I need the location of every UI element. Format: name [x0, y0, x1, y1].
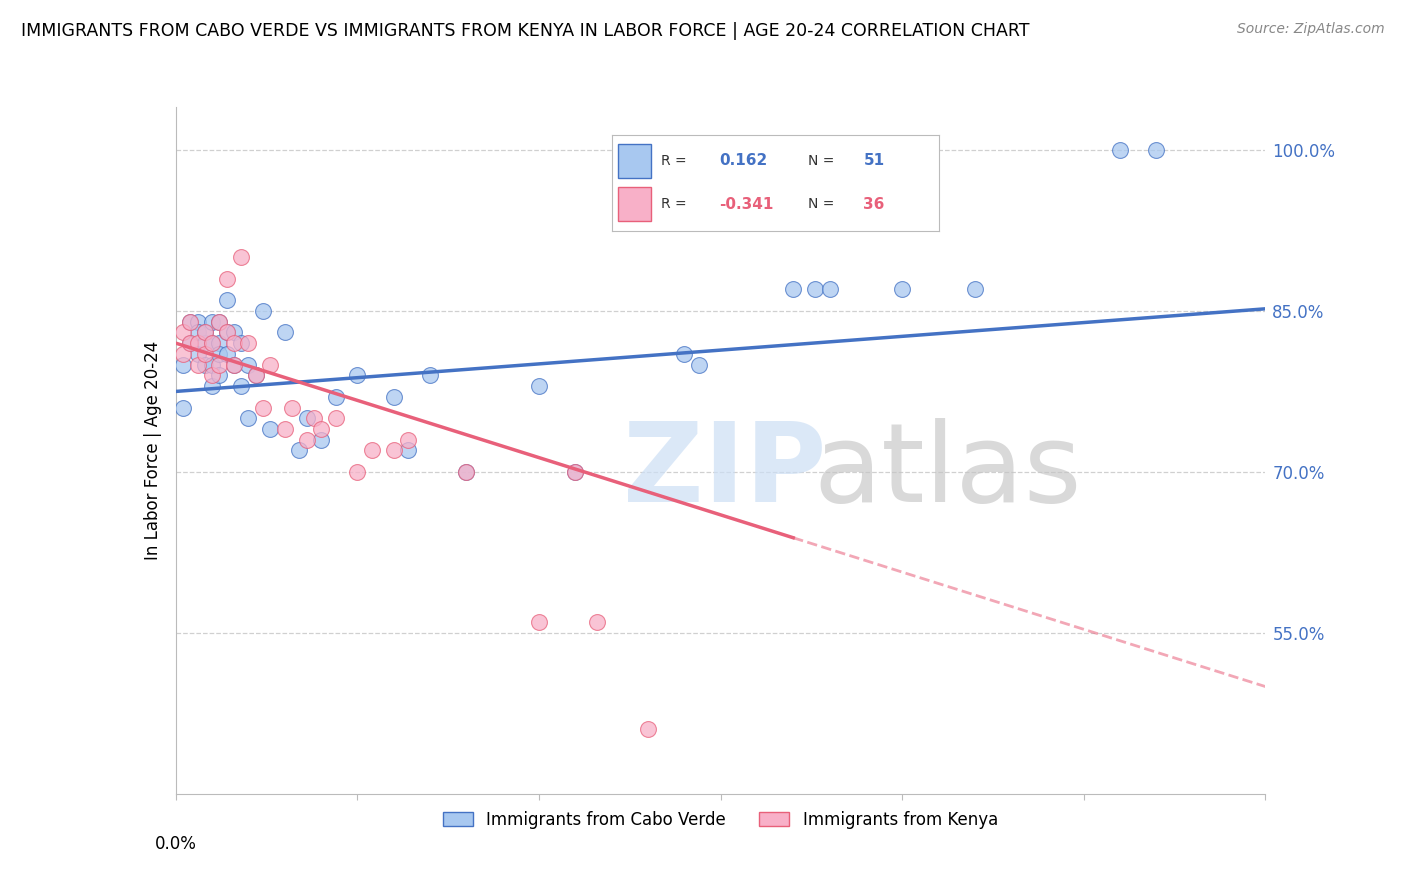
Point	[281, 401, 304, 415]
Point	[527, 615, 550, 630]
Point	[245, 368, 267, 383]
Point	[259, 358, 281, 372]
Point	[194, 336, 217, 351]
Point	[804, 283, 827, 297]
Point	[222, 358, 245, 372]
Point	[186, 336, 209, 351]
Point	[382, 390, 405, 404]
Point	[201, 336, 224, 351]
Text: Source: ZipAtlas.com: Source: ZipAtlas.com	[1237, 22, 1385, 37]
Point	[201, 358, 224, 372]
Point	[215, 271, 238, 285]
Point	[419, 368, 441, 383]
Point	[208, 368, 231, 383]
Point	[586, 615, 609, 630]
Point	[208, 358, 231, 372]
Point	[179, 315, 201, 329]
Point	[963, 283, 986, 297]
Point	[194, 326, 217, 340]
Point	[396, 433, 419, 447]
Point	[179, 315, 201, 329]
Point	[208, 347, 231, 361]
Point	[201, 336, 224, 351]
Point	[179, 336, 201, 351]
Point	[288, 443, 311, 458]
Point	[564, 465, 586, 479]
Point	[194, 347, 217, 361]
Point	[274, 326, 297, 340]
Point	[688, 358, 710, 372]
Point	[215, 347, 238, 361]
Point	[222, 358, 245, 372]
Point	[252, 401, 274, 415]
Point	[201, 315, 224, 329]
Legend: Immigrants from Cabo Verde, Immigrants from Kenya: Immigrants from Cabo Verde, Immigrants f…	[434, 803, 1007, 837]
Point	[252, 304, 274, 318]
Point	[818, 283, 841, 297]
Point	[172, 358, 194, 372]
Point	[295, 411, 318, 425]
Point	[208, 315, 231, 329]
Text: atlas: atlas	[813, 417, 1081, 524]
Point	[396, 443, 419, 458]
Point	[302, 411, 325, 425]
Point	[231, 379, 253, 393]
Point	[231, 250, 253, 264]
Point	[172, 326, 194, 340]
Point	[186, 347, 209, 361]
Point	[1146, 143, 1168, 157]
Point	[238, 358, 260, 372]
Point	[208, 336, 231, 351]
Point	[208, 315, 231, 329]
Point	[231, 336, 253, 351]
Point	[194, 326, 217, 340]
Point	[222, 326, 245, 340]
Point	[194, 358, 217, 372]
Text: IMMIGRANTS FROM CABO VERDE VS IMMIGRANTS FROM KENYA IN LABOR FORCE | AGE 20-24 C: IMMIGRANTS FROM CABO VERDE VS IMMIGRANTS…	[21, 22, 1029, 40]
Point	[274, 422, 297, 436]
Point	[673, 347, 696, 361]
Point	[309, 433, 332, 447]
Point	[238, 336, 260, 351]
Point	[186, 326, 209, 340]
Point	[456, 465, 478, 479]
Point	[201, 368, 224, 383]
Point	[346, 465, 368, 479]
Point	[172, 347, 194, 361]
Point	[215, 326, 238, 340]
Point	[179, 336, 201, 351]
Y-axis label: In Labor Force | Age 20-24: In Labor Force | Age 20-24	[143, 341, 162, 560]
Point	[259, 422, 281, 436]
Point	[564, 465, 586, 479]
Point	[201, 379, 224, 393]
Text: ZIP: ZIP	[623, 417, 825, 524]
Point	[782, 283, 804, 297]
Point	[215, 293, 238, 308]
Point	[186, 358, 209, 372]
Point	[309, 422, 332, 436]
Point	[238, 411, 260, 425]
Point	[325, 411, 347, 425]
Point	[346, 368, 368, 383]
Point	[325, 390, 347, 404]
Point	[245, 368, 267, 383]
Point	[186, 315, 209, 329]
Text: 0.0%: 0.0%	[155, 835, 197, 853]
Point	[637, 723, 659, 737]
Point	[172, 401, 194, 415]
Point	[295, 433, 318, 447]
Point	[382, 443, 405, 458]
Point	[222, 336, 245, 351]
Point	[360, 443, 382, 458]
Point	[527, 379, 550, 393]
Point	[215, 326, 238, 340]
Point	[1109, 143, 1132, 157]
Point	[891, 283, 914, 297]
Point	[456, 465, 478, 479]
